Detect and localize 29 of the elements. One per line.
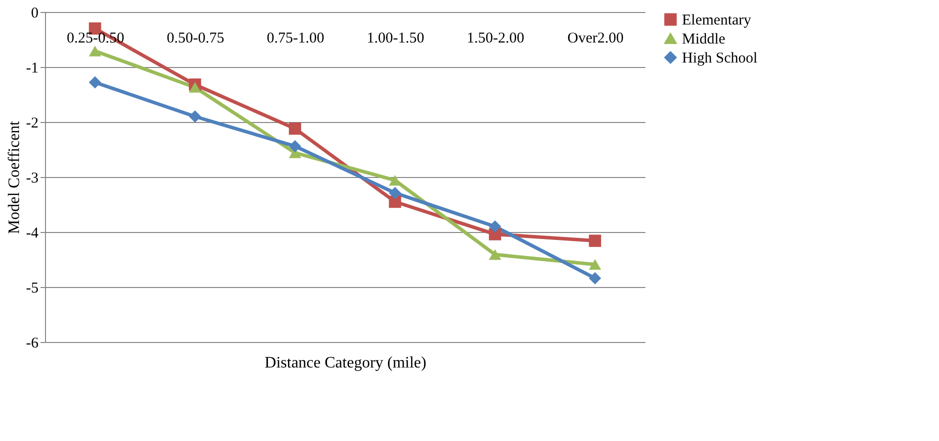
x-tick-label: 1.00-1.50 [366,30,424,46]
point [188,110,202,123]
y-tick-label: -2 [26,116,38,132]
x-tick-label: 0.50-0.75 [166,30,224,46]
x-axis-title: Distance Category (mile) [264,354,426,372]
point [188,82,202,93]
y-tick-label: 0 [31,6,38,22]
point [588,272,602,284]
point [88,76,102,89]
y-tick-label: -4 [26,226,39,242]
y-tick-label: -1 [26,60,38,76]
point [588,234,602,247]
y-tick-label: -5 [26,280,38,296]
legend-label: Elementary [682,12,752,28]
point [388,186,402,200]
point [88,46,102,56]
point [488,220,502,233]
point [588,259,602,270]
x-tick-label: 0.75-1.00 [266,30,324,46]
point [488,249,502,260]
y-tick-label: -3 [26,170,38,186]
y-axis-title: Model Coefficent [6,120,24,234]
y-tick-label: -6 [26,336,39,352]
legend-label: Middle [682,32,726,48]
legend-label: High School [682,50,758,66]
point [288,140,302,152]
point [288,122,302,135]
x-tick-label: 1.50-2.00 [466,30,524,46]
x-tick-label: Over2.00 [567,30,624,46]
